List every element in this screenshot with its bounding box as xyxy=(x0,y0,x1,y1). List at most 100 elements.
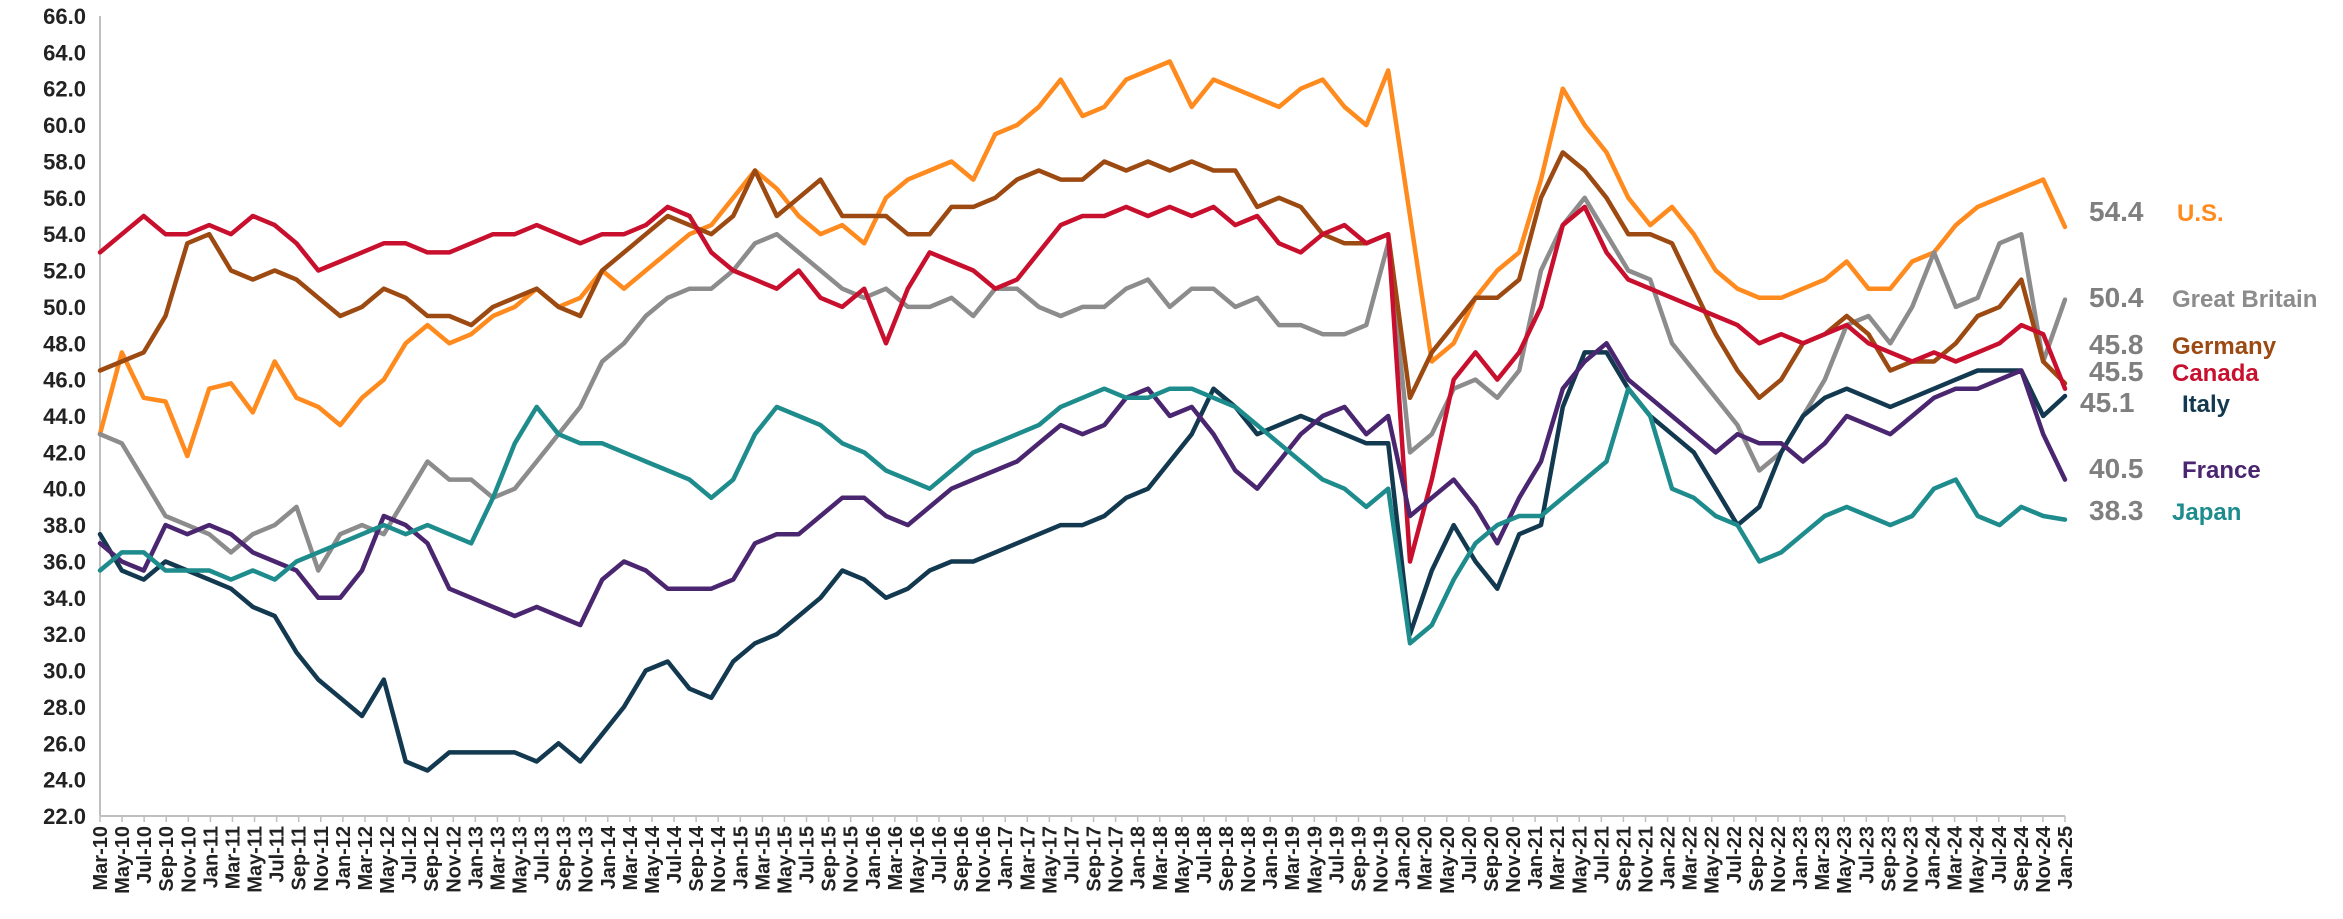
y-tick-label: 66.0 xyxy=(43,4,86,29)
x-tick-label: Sep-12 xyxy=(421,826,443,892)
end-name-italy: Italy xyxy=(2182,391,2231,418)
x-tick-label: Jul-21 xyxy=(1591,826,1613,884)
x-tick-label: May-20 xyxy=(1437,826,1459,894)
x-tick-label: Sep-20 xyxy=(1481,826,1503,892)
x-tick-label: May-24 xyxy=(1967,825,1989,894)
x-tick-label: May-16 xyxy=(907,826,929,894)
x-tick-label: Jan-20 xyxy=(1393,826,1415,889)
series-line-u-s xyxy=(97,59,2068,459)
end-value-italy: 45.1 xyxy=(2080,387,2135,418)
x-tick-label: Mar-15 xyxy=(752,826,774,890)
end-name-u-s: U.S. xyxy=(2177,200,2224,227)
x-tick-label: Nov-19 xyxy=(1371,826,1393,893)
x-tick-label: Mar-14 xyxy=(620,825,642,890)
y-tick-label: 26.0 xyxy=(43,731,86,756)
y-axis: 22.0 24.0 26.0 28.0 30.0 32.0 34.0 36.0 38.0 40.0… xyxy=(43,4,101,829)
end-name-canada: Canada xyxy=(2172,360,2259,387)
y-tick-label: 58.0 xyxy=(43,149,86,174)
x-tick-label: Jul-12 xyxy=(399,826,421,884)
x-tick-label: May-23 xyxy=(1834,826,1856,894)
x-tick-label: Nov-18 xyxy=(1238,826,1260,893)
x-tick-label: May-11 xyxy=(245,826,267,893)
y-tick-label: 48.0 xyxy=(43,331,86,356)
x-tick-label: Mar-24 xyxy=(1945,825,1967,890)
x-tick-label: Mar-19 xyxy=(1282,826,1304,890)
x-tick-label: Jul-23 xyxy=(1856,826,1878,884)
end-value-france: 40.5 xyxy=(2089,453,2144,484)
y-tick-label: 62.0 xyxy=(43,77,86,102)
x-tick-label: Jul-20 xyxy=(1459,826,1481,884)
x-tick-label: Mar-18 xyxy=(1150,826,1172,890)
x-tick-label: Jan-24 xyxy=(1923,825,1945,889)
y-tick-label: 50.0 xyxy=(43,295,86,320)
end-value-great-britain: 50.4 xyxy=(2089,282,2144,313)
x-axis: Mar-10 May-10 Jul-10 Sep-10 Nov-10 Jan-11 Mar-… xyxy=(90,815,2077,894)
x-tick-label: Sep-18 xyxy=(1216,826,1238,892)
x-tick-label: Jul-13 xyxy=(532,826,554,884)
y-tick-label: 38.0 xyxy=(43,513,86,538)
x-tick-label: Mar-17 xyxy=(1017,826,1039,890)
x-tick-label: Jul-11 xyxy=(267,826,289,883)
x-tick-label: May-13 xyxy=(509,826,531,894)
x-tick-label: Jul-10 xyxy=(134,826,156,884)
x-tick-label: Sep-19 xyxy=(1348,826,1370,892)
y-tick-label: 42.0 xyxy=(43,440,86,465)
x-tick-label: Mar-12 xyxy=(355,826,377,890)
x-tick-label: Sep-22 xyxy=(1746,826,1768,892)
x-tick-label: May-12 xyxy=(377,826,399,894)
x-tick-label: Sep-17 xyxy=(1084,826,1106,892)
x-tick-label: Jul-16 xyxy=(929,826,951,884)
x-tick-label: Nov-23 xyxy=(1900,826,1922,893)
x-tick-label: Sep-11 xyxy=(289,826,311,890)
x-tick-label: Jul-22 xyxy=(1724,826,1746,884)
x-tick-label: Mar-11 xyxy=(222,826,244,889)
y-tick-label: 24.0 xyxy=(43,768,86,793)
x-tick-label: Nov-15 xyxy=(841,826,863,893)
y-tick-label: 54.0 xyxy=(43,222,86,247)
x-tick-label: Jan-15 xyxy=(730,826,752,889)
x-tick-label: Jul-24 xyxy=(1989,825,2011,884)
x-tick-label: Jan-18 xyxy=(1128,826,1150,889)
end-value-canada: 45.5 xyxy=(2089,356,2144,387)
y-tick-label: 60.0 xyxy=(43,113,86,138)
x-tick-label: Nov-20 xyxy=(1503,826,1525,893)
y-tick-label: 36.0 xyxy=(43,549,86,574)
x-tick-label: Sep-23 xyxy=(1878,826,1900,892)
x-tick-label: May-15 xyxy=(774,826,796,894)
end-name-france: France xyxy=(2182,457,2261,484)
x-tick-label: Nov-13 xyxy=(576,826,598,893)
y-tick-label: 34.0 xyxy=(43,586,86,611)
x-tick-label: May-14 xyxy=(642,825,664,894)
x-tick-label: Jul-14 xyxy=(664,825,686,884)
end-name-germany: Germany xyxy=(2172,333,2277,360)
end-value-u-s: 54.4 xyxy=(2089,196,2144,227)
x-tick-label: Jan-12 xyxy=(333,826,355,889)
series-line-great-britain xyxy=(97,195,2068,573)
y-tick-label: 52.0 xyxy=(43,259,86,284)
x-tick-label: Jan-19 xyxy=(1260,826,1282,889)
x-tick-label: Jan-21 xyxy=(1525,826,1547,889)
x-tick-label: Nov-21 xyxy=(1636,826,1658,893)
y-tick-label: 22.0 xyxy=(43,804,86,829)
x-tick-label: Sep-15 xyxy=(819,826,841,892)
x-tick-label: Nov-16 xyxy=(973,826,995,893)
end-labels: 54.4 U.S. 50.4 Great Britain 45.8 Germany 45.5… xyxy=(2080,196,2317,526)
series-line-canada xyxy=(97,204,2068,564)
x-tick-label: Mar-16 xyxy=(885,826,907,890)
x-tick-label: May-18 xyxy=(1172,826,1194,894)
series-line-italy xyxy=(97,350,2068,773)
x-tick-label: Nov-24 xyxy=(2033,825,2055,893)
x-tick-label: Mar-22 xyxy=(1680,826,1702,890)
series-line-germany xyxy=(97,150,2068,401)
x-tick-label: Mar-13 xyxy=(487,826,509,890)
end-name-japan: Japan xyxy=(2172,499,2241,526)
y-tick-label: 28.0 xyxy=(43,695,86,720)
series-line-france xyxy=(97,341,2068,628)
x-tick-label: Jan-13 xyxy=(465,826,487,889)
x-tick-label: Sep-13 xyxy=(554,826,576,892)
x-tick-label: Sep-10 xyxy=(156,826,178,892)
x-tick-label: Jan-22 xyxy=(1658,826,1680,889)
x-tick-label: May-22 xyxy=(1702,826,1724,894)
x-tick-label: Jan-11 xyxy=(200,826,222,888)
